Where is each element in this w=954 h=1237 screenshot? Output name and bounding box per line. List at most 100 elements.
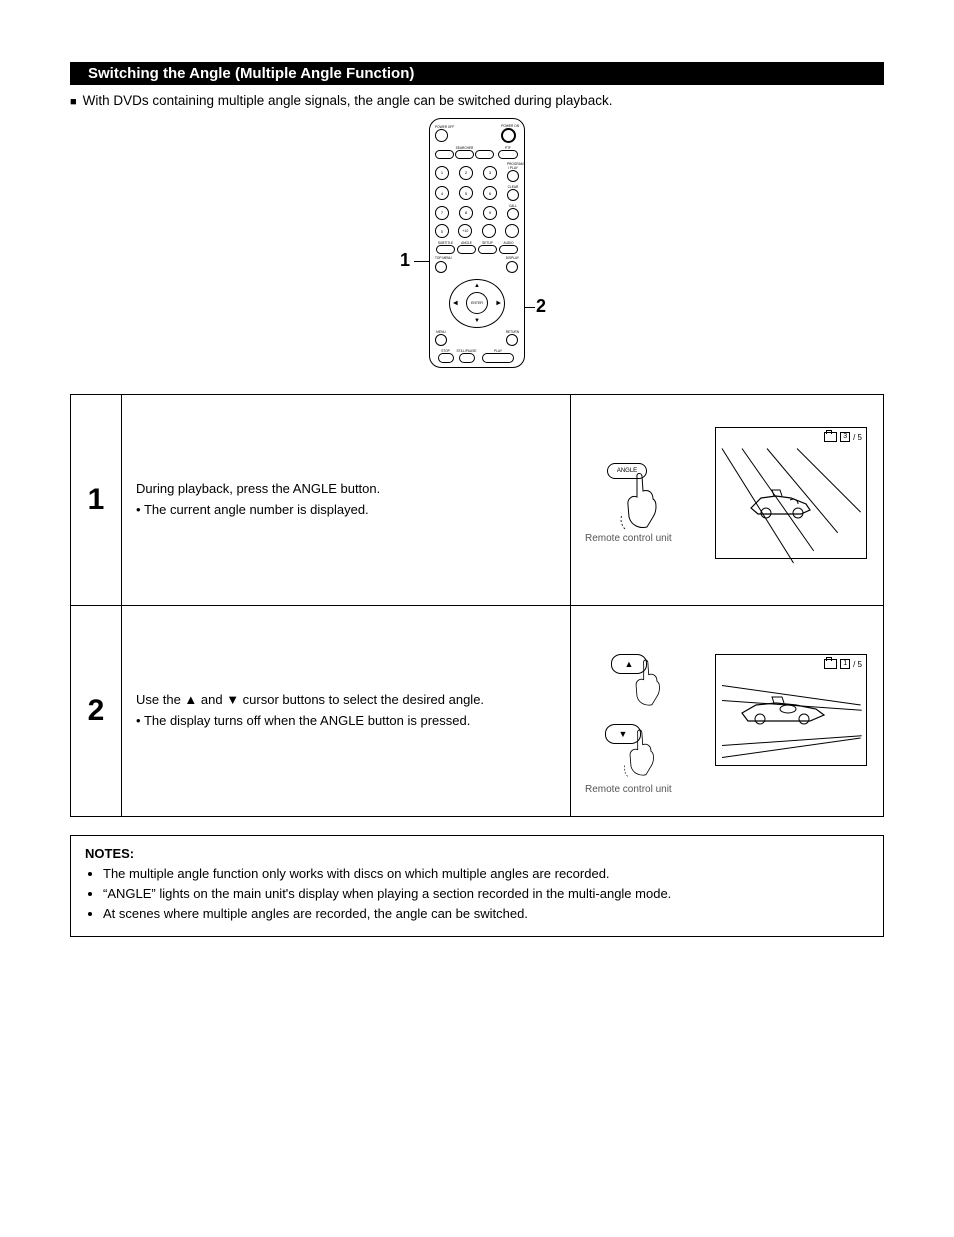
abrepeat-button: [505, 224, 519, 238]
step-illustration: ANGLE Remote control unit 3 / 5: [571, 395, 884, 606]
angle-badge: 1 / 5: [824, 659, 862, 669]
openclose-button: [498, 150, 518, 159]
num-2: 2: [459, 166, 473, 180]
step-number: 1: [71, 395, 122, 606]
rcu-label: Remote control unit: [585, 533, 672, 544]
section-title: Switching the Angle (Multiple Angle Func…: [88, 65, 414, 82]
stillpause-label: STILL/PAUSE: [456, 350, 477, 353]
notes-list: The multiple angle function only works w…: [85, 865, 869, 924]
menu-label: MENU: [435, 331, 447, 334]
num-8: 8: [459, 206, 473, 220]
step-description: Use the ▲ and ▼ cursor buttons to select…: [122, 606, 571, 817]
step-line2: • The display turns off when the ANGLE b…: [136, 712, 556, 731]
enter-button: ENTER: [466, 292, 488, 314]
step-number: 2: [71, 606, 122, 817]
badge-total: / 5: [853, 433, 862, 442]
display-button: [506, 261, 518, 273]
num-5: 5: [459, 186, 473, 200]
badge-num: 3: [843, 433, 847, 440]
callout-2: 2: [536, 296, 546, 317]
return-button: [506, 334, 518, 346]
car-panel: 1 / 5: [715, 654, 867, 766]
notes-box: NOTES: The multiple angle function only …: [70, 835, 884, 937]
pill-btn: [435, 150, 454, 159]
note-item: “ANGLE” lights on the main unit's displa…: [103, 885, 869, 903]
topmenu-button: [435, 261, 447, 273]
notes-heading: NOTES:: [85, 846, 869, 861]
down-arrow-icon: ▼: [474, 318, 480, 324]
left-arrow-icon: ◀: [453, 300, 458, 307]
topmenu-label: TOP MENU: [435, 257, 452, 260]
dpad: ENTER ▲ ▼ ◀ ▶: [449, 279, 505, 328]
num-6: 6: [483, 186, 497, 200]
num-3: 3: [483, 166, 497, 180]
note-item: At scenes where multiple angles are reco…: [103, 905, 869, 923]
rcu-label: Remote control unit: [585, 784, 672, 795]
page: Switching the Angle (Multiple Angle Func…: [0, 0, 954, 1237]
car-panel: 3 / 5: [715, 427, 867, 559]
step-line1: During playback, press the ANGLE button.: [136, 480, 556, 499]
pause-button: [459, 353, 475, 363]
stop-button: [438, 353, 454, 363]
clear-label: CLEAR: [507, 186, 519, 189]
camera-icon: [824, 432, 837, 442]
call-label: CALL: [507, 205, 519, 208]
badge-total: / 5: [853, 660, 862, 669]
power-on-button: [501, 128, 516, 143]
camera-icon: [824, 659, 837, 669]
remote-control: POWER OFF POWER ON SEARCHER PTF: [429, 118, 525, 368]
stop-label: STOP: [435, 350, 456, 353]
pill-btn: [455, 150, 474, 159]
up-arrow-icon: ▲: [474, 283, 480, 289]
hand-icon: [627, 658, 672, 708]
section-header: Switching the Angle (Multiple Angle Func…: [70, 62, 884, 85]
num-0: 0: [435, 224, 449, 238]
right-arrow-icon: ▶: [496, 300, 501, 307]
power-off-button: [435, 129, 448, 142]
randomrepeat-button: [482, 224, 496, 238]
step-line1: Use the ▲ and ▼ cursor buttons to select…: [136, 691, 556, 710]
step-line2-text: The display turns off when the ANGLE but…: [144, 713, 470, 728]
step-row-1: 1 During playback, press the ANGLE butto…: [71, 395, 884, 606]
num-4: 4: [435, 186, 449, 200]
badge-num: 1: [843, 660, 847, 667]
note-item: The multiple angle function only works w…: [103, 865, 869, 883]
call-button: [507, 208, 519, 220]
racecar-icon: [738, 693, 828, 727]
callout-1: 1: [400, 250, 410, 271]
play-button: [482, 353, 514, 363]
step-line2-text: The current angle number is displayed.: [144, 502, 369, 517]
setup-button: [478, 245, 497, 254]
racecar-icon: [746, 486, 816, 520]
hand-icon: [619, 471, 669, 531]
num-1: 1: [435, 166, 449, 180]
num-plus10: +10: [458, 224, 472, 238]
menu-button: [435, 334, 447, 346]
pill-btn: [475, 150, 494, 159]
step-row-2: 2 Use the ▲ and ▼ cursor buttons to sele…: [71, 606, 884, 817]
intro-row: ■ With DVDs containing multiple angle si…: [70, 93, 884, 108]
remote-diagram: 1 2 POWER OFF POWER ON SEARCHER: [70, 118, 884, 388]
audio-button: [499, 245, 518, 254]
power-off-label: POWER OFF: [435, 126, 454, 129]
progplay-label: PROGRAM / PLAY: [507, 163, 519, 169]
angle-badge: 3 / 5: [824, 432, 862, 442]
num-7: 7: [435, 206, 449, 220]
intro-text: With DVDs containing multiple angle sign…: [83, 93, 613, 108]
play-label: PLAY: [477, 350, 519, 353]
step-line2: • The current angle number is displayed.: [136, 501, 556, 520]
step-description: During playback, press the ANGLE button.…: [122, 395, 571, 606]
angle-button: [457, 245, 476, 254]
return-label: RETURN: [506, 331, 519, 334]
power-on-label: POWER ON: [501, 125, 519, 128]
display-label: DISPLAY: [506, 257, 519, 260]
step-illustration: ▲ ▼ Remote control unit 1: [571, 606, 884, 817]
progplay-button: [507, 170, 519, 182]
bullet-square-icon: ■: [70, 96, 77, 108]
steps-table: 1 During playback, press the ANGLE butto…: [70, 394, 884, 817]
num-9: 9: [483, 206, 497, 220]
subtitle-label: SUBTITLE: [435, 242, 456, 245]
subtitle-button: [436, 245, 455, 254]
clear-button: [507, 189, 519, 201]
hand-icon: [621, 728, 666, 778]
